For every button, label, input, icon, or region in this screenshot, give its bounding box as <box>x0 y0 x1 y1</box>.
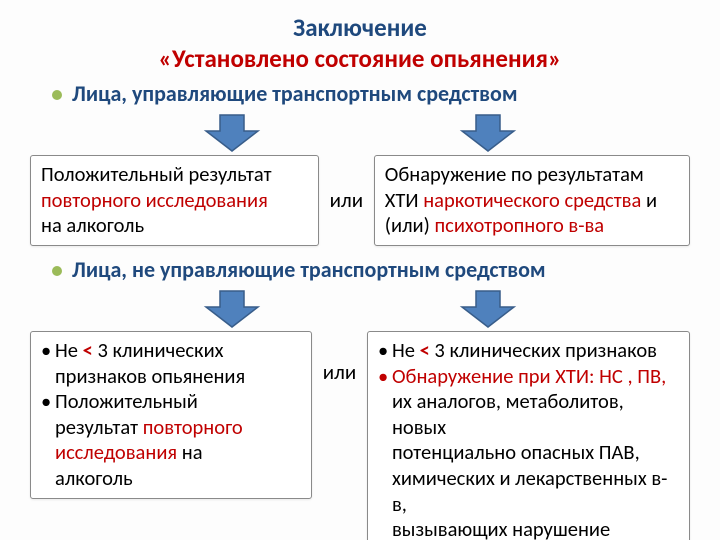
bullet-nondrivers: Лица, не управляющие транспортным средст… <box>52 256 696 283</box>
down-arrow-icon <box>200 289 264 329</box>
bottom-boxes-row: Не < 3 клинических признаков опьянения П… <box>30 331 690 540</box>
or-label-1: или <box>325 187 368 213</box>
list-item: Не < 3 клинических признаков <box>378 338 679 364</box>
text: (или) <box>385 212 435 238</box>
bullet-drivers-text: Лица, управляющие транспортным средством <box>72 80 518 107</box>
text-emph: наркотического средства <box>423 187 641 213</box>
text: Не <box>392 337 420 363</box>
text: их аналогов, метаболитов, новых <box>392 388 624 440</box>
arrows-row-1 <box>24 113 696 153</box>
slide-title: Заключение <box>24 12 696 43</box>
text: химических и лекарственных в-в, <box>392 465 667 517</box>
text: на <box>182 439 203 465</box>
box-bot-right: Не < 3 клинических признаков Обнаружение… <box>367 331 690 540</box>
bullet-nondrivers-text: Лица, не управляющие транспортным средст… <box>72 256 546 283</box>
text-emph: повторного <box>143 414 243 440</box>
text-emph: < <box>420 337 430 363</box>
text: Обнаружение по результатам <box>385 161 644 187</box>
text: и <box>641 187 657 213</box>
bullet-drivers: Лица, управляющие транспортным средством <box>52 80 696 107</box>
text: Положительный результат <box>41 161 272 187</box>
box-bot-left: Не < 3 клинических признаков опьянения П… <box>30 331 312 499</box>
top-boxes-row: Положительный результат повторного иссле… <box>30 155 690 246</box>
box-top-right: Обнаружение по результатам ХТИ наркотиче… <box>374 155 690 246</box>
slide-root: Заключение «Установлено состояние опьяне… <box>0 0 720 540</box>
list-item: Обнаружение при ХТИ: НС , ПВ, <box>378 364 679 390</box>
text: потенциально опасных ПАВ, <box>392 439 640 465</box>
text-emph: < <box>83 337 93 363</box>
arrows-row-2 <box>24 289 696 329</box>
box-top-left: Положительный результат повторного иссле… <box>30 155 319 246</box>
text-emph: повторного исследования <box>41 187 268 213</box>
text: алкоголь <box>55 465 133 491</box>
slide-subtitle: «Установлено состояние опьянения» <box>24 43 696 74</box>
text: 3 клинических признаков <box>430 337 657 363</box>
list-item: Положительный результат повторного иссле… <box>41 389 301 492</box>
text: 3 клинических <box>93 337 224 363</box>
text: Не <box>55 337 83 363</box>
bullet-dot-icon <box>52 90 62 100</box>
down-arrow-icon <box>456 289 520 329</box>
text: результат <box>55 414 143 440</box>
list-item: Не < 3 клинических признаков опьянения <box>41 338 301 389</box>
down-arrow-icon <box>456 113 520 153</box>
text: ХТИ <box>385 187 423 213</box>
text-emph: Обнаружение при ХТИ: НС , ПВ, <box>392 363 666 389</box>
text: вызывающих нарушение <box>392 516 610 540</box>
down-arrow-icon <box>200 113 264 153</box>
text: Положительный <box>55 388 198 414</box>
text: на алкоголь <box>41 212 144 238</box>
text: признаков опьянения <box>55 363 245 389</box>
title-block: Заключение «Установлено состояние опьяне… <box>24 12 696 74</box>
bullet-dot-icon <box>52 266 62 276</box>
or-label-2: или <box>318 359 361 385</box>
text-emph: исследования <box>55 439 182 465</box>
text-block: их аналогов, метаболитов, новых потенциа… <box>378 389 679 540</box>
text-emph: психотропного в-ва <box>434 212 604 238</box>
